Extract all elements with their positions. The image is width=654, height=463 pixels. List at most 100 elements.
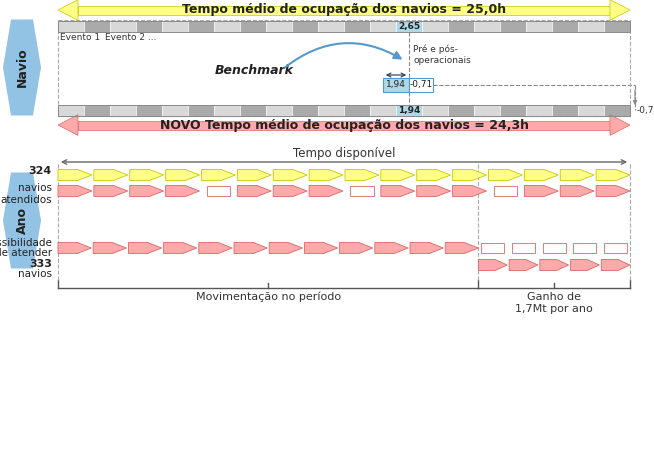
Text: NOVO Tempo médio de ocupação dos navios = 24,3h: NOVO Tempo médio de ocupação dos navios … xyxy=(160,119,528,131)
Text: de atender: de atender xyxy=(0,248,52,258)
Bar xyxy=(396,105,422,115)
Bar xyxy=(370,20,396,31)
Text: Tempo disponível: Tempo disponível xyxy=(293,146,395,159)
Bar xyxy=(344,20,370,31)
Bar xyxy=(526,20,552,31)
Polygon shape xyxy=(610,0,630,20)
Bar xyxy=(214,20,240,31)
Bar xyxy=(188,105,214,115)
Polygon shape xyxy=(375,243,408,254)
Bar xyxy=(474,20,500,31)
Polygon shape xyxy=(410,243,443,254)
Text: Tempo médio de ocupação dos navios = 25,0h: Tempo médio de ocupação dos navios = 25,… xyxy=(182,4,506,17)
Text: navios: navios xyxy=(18,269,52,279)
Bar xyxy=(604,20,630,31)
Bar xyxy=(422,105,448,115)
Text: 2,65: 2,65 xyxy=(398,21,420,31)
Polygon shape xyxy=(345,169,379,181)
Bar xyxy=(214,105,240,115)
Bar xyxy=(500,20,526,31)
Bar xyxy=(578,20,604,31)
Text: Movimentação no período: Movimentação no período xyxy=(196,292,341,302)
Polygon shape xyxy=(58,243,91,254)
Text: 333: 333 xyxy=(29,259,52,269)
Bar xyxy=(266,105,292,115)
Polygon shape xyxy=(273,169,307,181)
Text: 324: 324 xyxy=(29,166,52,176)
Bar xyxy=(494,186,517,196)
Bar xyxy=(162,20,188,31)
Polygon shape xyxy=(525,169,559,181)
Bar xyxy=(448,20,474,31)
Bar xyxy=(481,243,504,253)
Polygon shape xyxy=(560,169,594,181)
Polygon shape xyxy=(601,259,630,270)
Polygon shape xyxy=(596,186,630,196)
Text: Possibilidade: Possibilidade xyxy=(0,238,52,248)
Polygon shape xyxy=(381,186,415,196)
Bar xyxy=(58,105,630,115)
Polygon shape xyxy=(453,186,487,196)
Bar xyxy=(58,105,84,115)
Polygon shape xyxy=(610,115,630,135)
Text: Ano: Ano xyxy=(16,207,29,234)
Bar xyxy=(552,20,578,31)
Bar xyxy=(543,243,566,253)
Bar xyxy=(512,243,535,253)
Polygon shape xyxy=(560,186,594,196)
Bar xyxy=(474,105,500,115)
Polygon shape xyxy=(128,243,162,254)
Bar xyxy=(604,105,630,115)
Polygon shape xyxy=(489,169,523,181)
Bar xyxy=(266,20,292,31)
Bar xyxy=(84,105,110,115)
Polygon shape xyxy=(417,186,451,196)
Bar xyxy=(84,20,110,31)
Polygon shape xyxy=(304,243,337,254)
Text: Navio: Navio xyxy=(16,48,29,88)
Bar xyxy=(344,105,370,115)
Polygon shape xyxy=(237,186,271,196)
Text: Evento 1: Evento 1 xyxy=(60,33,100,43)
Polygon shape xyxy=(596,169,630,181)
Bar xyxy=(318,20,344,31)
Polygon shape xyxy=(94,186,128,196)
Polygon shape xyxy=(94,243,126,254)
Bar xyxy=(188,20,214,31)
Text: Benchmark: Benchmark xyxy=(215,64,294,77)
Polygon shape xyxy=(453,169,487,181)
Bar xyxy=(318,105,344,115)
Polygon shape xyxy=(309,169,343,181)
Polygon shape xyxy=(129,169,164,181)
Bar xyxy=(396,20,422,31)
Bar xyxy=(240,105,266,115)
Bar xyxy=(448,105,474,115)
Text: Pré e pós-
operacionais: Pré e pós- operacionais xyxy=(413,45,471,65)
Polygon shape xyxy=(94,169,128,181)
Polygon shape xyxy=(3,173,41,269)
Polygon shape xyxy=(509,259,538,270)
Polygon shape xyxy=(339,243,373,254)
Text: -0,71: -0,71 xyxy=(637,106,654,114)
Bar xyxy=(207,186,230,196)
Bar xyxy=(78,6,610,14)
Bar xyxy=(574,243,596,253)
Polygon shape xyxy=(201,169,235,181)
Bar xyxy=(552,105,578,115)
Text: navios
atendidos: navios atendidos xyxy=(1,183,52,205)
Polygon shape xyxy=(269,243,302,254)
Text: Ganho de
1,7Mt por ano: Ganho de 1,7Mt por ano xyxy=(515,292,593,313)
Polygon shape xyxy=(58,169,92,181)
Bar xyxy=(370,105,396,115)
Polygon shape xyxy=(381,169,415,181)
Polygon shape xyxy=(58,186,92,196)
Bar xyxy=(578,105,604,115)
Polygon shape xyxy=(164,243,197,254)
Bar xyxy=(604,243,627,253)
Bar xyxy=(136,105,162,115)
Text: 1,94: 1,94 xyxy=(398,106,420,114)
Polygon shape xyxy=(445,243,479,254)
Polygon shape xyxy=(273,186,307,196)
Polygon shape xyxy=(237,169,271,181)
Bar xyxy=(500,105,526,115)
